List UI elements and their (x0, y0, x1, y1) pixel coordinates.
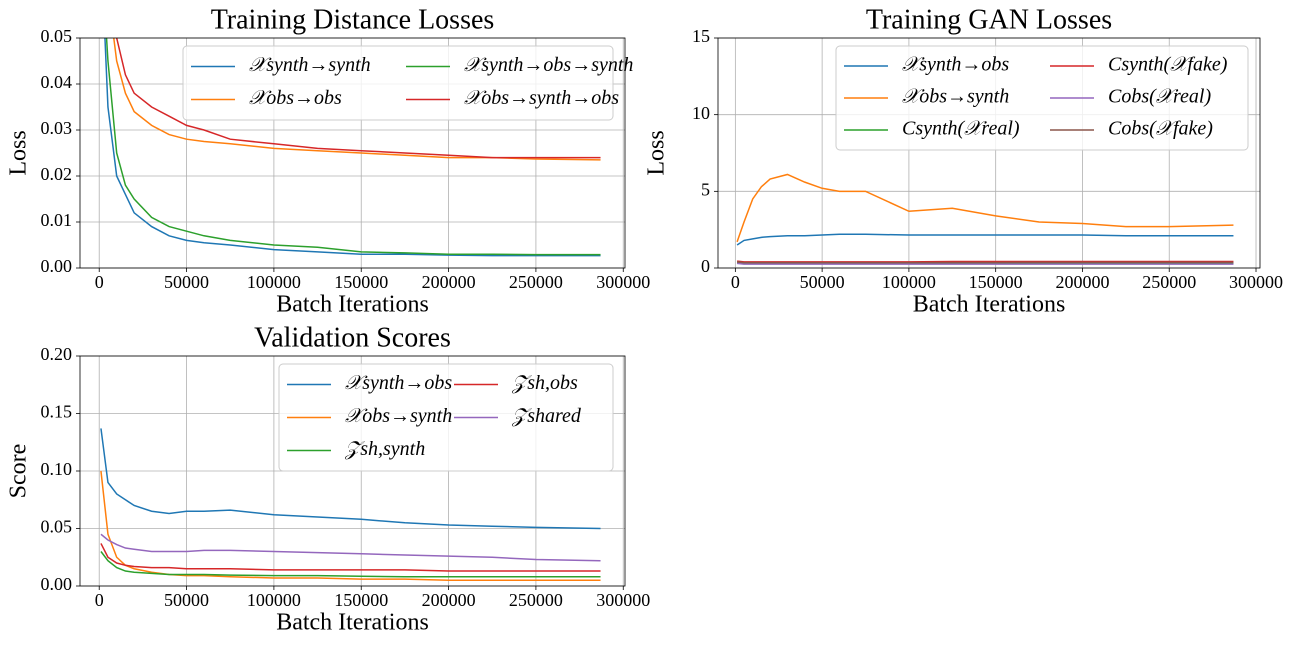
x-tick-label: 150000 (334, 272, 388, 292)
x-tick-label: 200000 (422, 272, 476, 292)
data-line (100, 543, 601, 572)
legend-label: 𝒳obs→synth (902, 86, 1009, 108)
legend-label: Cobs(𝒳real) (1108, 86, 1211, 108)
x-tick-label: 0 (95, 590, 104, 610)
lines (104, 38, 601, 257)
y-tick-label: 0.05 (41, 517, 73, 537)
y-tick-label: 10 (692, 103, 710, 123)
legend-label: Csynth(𝒳real) (902, 118, 1020, 140)
data-line (100, 551, 601, 578)
x-tick-label: 300000 (1229, 272, 1283, 292)
legend: 𝒳synth→synth 𝒳obs→obs 𝒳synth→obs→synth 𝒳obs… (182, 45, 633, 121)
y-tick-label: 0.15 (41, 402, 73, 422)
legend-label: 𝒳synth→obs (902, 54, 1009, 76)
y-tick-label: 0.00 (41, 256, 73, 276)
plot-frame (717, 37, 1261, 269)
legend-label: Cobs(𝒳fake) (1108, 118, 1213, 140)
x-tick-label: 50000 (164, 590, 209, 610)
data-line (115, 38, 601, 159)
chart-title: Training Distance Losses (211, 4, 495, 35)
x-tick-label: 250000 (509, 272, 563, 292)
legend-label: 𝒳obs→obs (249, 87, 342, 109)
legend: 𝒳synth→obs 𝒳obs→synth 𝒵sh,synth 𝒵sh,obs 𝒵sha… (278, 363, 614, 472)
legend-label: 𝒳synth→synth (249, 54, 371, 76)
data-line (104, 38, 601, 257)
x-axis-label: Batch Iterations (913, 292, 1066, 318)
plot-frame (79, 355, 626, 587)
y-tick-label: 0.20 (41, 344, 73, 364)
chart-title: Validation Scores (254, 322, 451, 353)
legend: 𝒳synth→obs 𝒳obs→synth Csynth(𝒳real) Csynth(… (835, 45, 1249, 151)
x-axis-label: Batch Iterations (276, 610, 429, 636)
subplot: Training Distance Losses 0.00 0.01 0.02 0.03… (6, 4, 651, 318)
legend-label: 𝒵shared (511, 405, 582, 427)
data-line (100, 470, 601, 581)
x-tick-label: 50000 (164, 272, 209, 292)
y-tick-label: 15 (692, 26, 710, 46)
chart-title: Training GAN Losses (866, 4, 1112, 35)
x-tick-label: 150000 (969, 272, 1023, 292)
y-tick-label: 0 (701, 256, 710, 276)
data-line (737, 261, 1234, 264)
data-line (737, 260, 1234, 263)
data-line (113, 38, 601, 161)
subplot: Training GAN Losses 0 5 10 15 0 50000 100000 150… (644, 4, 1284, 317)
data-line (736, 233, 1234, 246)
legend-label: 𝒳synth→obs (345, 372, 452, 394)
y-tick-label: 0.01 (41, 210, 73, 230)
x-tick-label: 200000 (422, 590, 476, 610)
x-tick-label: 100000 (247, 272, 301, 292)
x-tick-label: 100000 (247, 590, 301, 610)
y-tick-label: 0.03 (41, 118, 73, 138)
x-axis-label: Batch Iterations (276, 292, 429, 318)
data-line (737, 262, 1234, 265)
data-line (100, 428, 601, 530)
legend-box (835, 45, 1249, 151)
legend-label: 𝒳obs→synth (345, 405, 452, 427)
y-axis-label: Loss (6, 130, 32, 175)
x-tick-label: 150000 (334, 590, 388, 610)
legend-label: 𝒳synth→obs→synth (464, 54, 633, 76)
x-tick-label: 50000 (800, 272, 845, 292)
x-tick-label: 300000 (596, 590, 650, 610)
data-line (736, 173, 1234, 243)
y-tick-label: 0.05 (41, 26, 73, 46)
y-tick-label: 0.02 (41, 164, 73, 184)
data-line (105, 38, 601, 256)
x-tick-label: 0 (731, 272, 740, 292)
x-tick-label: 250000 (509, 590, 563, 610)
subplot: Validation Scores 0.00 0.05 0.10 0.15 0.20 0 50… (6, 322, 651, 635)
y-tick-label: 0.04 (41, 72, 73, 92)
y-axis-label: Loss (644, 130, 670, 175)
y-tick-label: 0.10 (41, 459, 73, 479)
legend-box (182, 45, 614, 121)
data-line (100, 533, 601, 562)
x-tick-label: 250000 (1142, 272, 1196, 292)
x-tick-label: 100000 (882, 272, 936, 292)
legend-label: 𝒵sh,synth (344, 438, 425, 460)
y-tick-label: 0.00 (41, 574, 73, 594)
y-tick-label: 5 (701, 179, 710, 199)
legend-label: 𝒵sh,obs (511, 372, 578, 394)
lines (100, 428, 601, 581)
legend-box (278, 363, 614, 472)
legend-label: Csynth(𝒳fake) (1108, 54, 1228, 76)
x-tick-label: 300000 (596, 272, 650, 292)
plot-frame (79, 37, 626, 269)
y-axis-label: Score (6, 444, 32, 499)
lines (736, 173, 1234, 265)
x-tick-label: 200000 (1055, 272, 1109, 292)
legend-label: 𝒳obs→synth→obs (464, 87, 619, 109)
x-tick-label: 0 (95, 272, 104, 292)
data-line (737, 261, 1234, 265)
